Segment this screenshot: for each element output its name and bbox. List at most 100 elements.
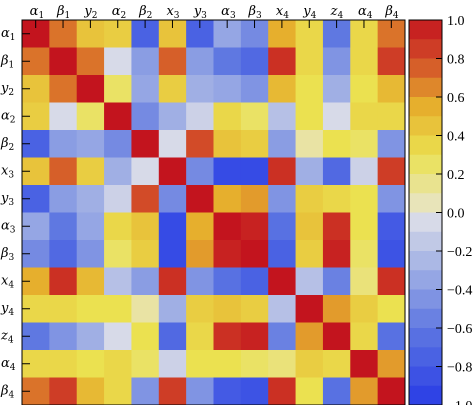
colorbar-tick-label: 0.8 — [447, 53, 465, 68]
x-tick-label: α3 — [221, 4, 236, 21]
heatmap-cell — [104, 350, 132, 378]
heatmap-cell — [240, 130, 269, 158]
heatmap-cell — [49, 322, 78, 351]
heatmap-cell — [377, 130, 406, 158]
heatmap-cell — [186, 157, 214, 186]
heatmap-cell — [322, 350, 351, 378]
heatmap-cell — [268, 185, 297, 213]
heatmap-cell — [377, 212, 406, 241]
heatmap-cell — [213, 157, 242, 186]
heatmap-cell — [131, 295, 160, 323]
heatmap-cell — [76, 185, 105, 213]
y-tick-label: α4 — [1, 356, 16, 373]
x-tick-label: β4 — [384, 4, 399, 21]
heatmap-cell — [131, 267, 160, 296]
heatmap-cell — [158, 75, 187, 103]
colorbar-segment — [409, 385, 442, 405]
colorbar-segment — [409, 20, 442, 40]
heatmap-cells — [22, 20, 406, 405]
heatmap-cell — [158, 47, 187, 76]
heatmap-cell — [268, 322, 297, 351]
heatmap-cell — [268, 350, 297, 378]
heatmap-cell — [377, 157, 406, 186]
heatmap-cell — [213, 185, 242, 213]
y-tick-label: z4 — [0, 328, 14, 345]
x-tick-label: β2 — [138, 4, 152, 21]
heatmap-cell — [158, 185, 187, 213]
heatmap-cell — [76, 295, 105, 323]
heatmap-cell — [322, 240, 351, 268]
heatmap-cell — [377, 267, 406, 296]
heatmap-cell — [295, 322, 324, 351]
heatmap-cell — [350, 47, 379, 76]
colorbar-tick-label: 0.0 — [447, 207, 465, 222]
heatmap-cell — [350, 130, 379, 158]
colorbar-segment — [409, 347, 442, 367]
heatmap-cell — [350, 75, 379, 103]
heatmap-cell — [104, 212, 132, 241]
heatmap-cell — [186, 377, 214, 405]
heatmap-cell — [49, 75, 78, 103]
y-tick-labels: α1 β1 y2 α2 β2 x3 y3 α3 β3 x4 y4 z4 α4 β4 — [0, 26, 16, 401]
heatmap-cell — [240, 212, 269, 241]
heatmap-cell — [49, 350, 78, 378]
heatmap-cell — [76, 47, 105, 76]
heatmap-cell — [158, 377, 187, 405]
colorbar-segment — [409, 366, 442, 387]
heatmap-cell — [295, 212, 324, 241]
heatmap-cell — [295, 350, 324, 378]
heatmap-cell — [322, 130, 351, 158]
heatmap-cell — [213, 47, 242, 76]
heatmap-cell — [377, 240, 406, 268]
heatmap-cell — [295, 102, 324, 131]
heatmap-cell — [240, 157, 269, 186]
heatmap-cell — [131, 212, 160, 241]
colorbar-segment — [409, 308, 442, 329]
heatmap-cell — [295, 130, 324, 158]
heatmap-cell — [213, 102, 242, 131]
colorbar-segment — [409, 97, 442, 117]
heatmap-cell — [377, 322, 406, 351]
colorbar-tick-label: −0.8 — [447, 361, 472, 376]
heatmap-cell — [158, 350, 187, 378]
heatmap-cell — [377, 350, 406, 378]
y-tick-label: y3 — [0, 191, 14, 208]
heatmap-cell — [49, 295, 78, 323]
heatmap-cell — [322, 75, 351, 103]
heatmap-cell — [104, 47, 132, 76]
y-tick-label: β2 — [0, 136, 14, 153]
heatmap-cell — [377, 47, 406, 76]
heatmap-cell — [76, 75, 105, 103]
heatmap-cell — [186, 102, 214, 131]
heatmap-cell — [377, 377, 406, 405]
heatmap-cell — [158, 102, 187, 131]
heatmap-cell — [213, 267, 242, 296]
heatmap-cell — [49, 185, 78, 213]
heatmap-cell — [240, 322, 269, 351]
heatmap-cell — [268, 75, 297, 103]
colorbar-tick-label: 0.2 — [447, 168, 465, 183]
heatmap-cell — [268, 130, 297, 158]
colorbar-tick-label: −0.2 — [447, 245, 472, 260]
heatmap-cell — [76, 157, 105, 186]
heatmap-cell — [322, 157, 351, 186]
heatmap-cell — [295, 240, 324, 268]
heatmap-cell — [350, 377, 379, 405]
heatmap-cell — [104, 157, 132, 186]
heatmap-cell — [322, 322, 351, 351]
heatmap-cell — [158, 130, 187, 158]
heatmap-cell — [213, 130, 242, 158]
x-tick-label: y4 — [302, 4, 316, 21]
heatmap-cell — [213, 350, 242, 378]
heatmap-cell — [350, 157, 379, 186]
colorbar-tick-label: −0.4 — [447, 284, 472, 299]
heatmap-cell — [131, 240, 160, 268]
heatmap-cell — [76, 130, 105, 158]
heatmap-cell — [295, 377, 324, 405]
y-tick-label: y2 — [0, 81, 14, 98]
heatmap-cell — [268, 377, 297, 405]
x-tick-label: α2 — [112, 4, 127, 21]
heatmap-cell — [350, 350, 379, 378]
colorbar-segment — [409, 39, 442, 59]
colorbar-segment — [409, 77, 442, 98]
